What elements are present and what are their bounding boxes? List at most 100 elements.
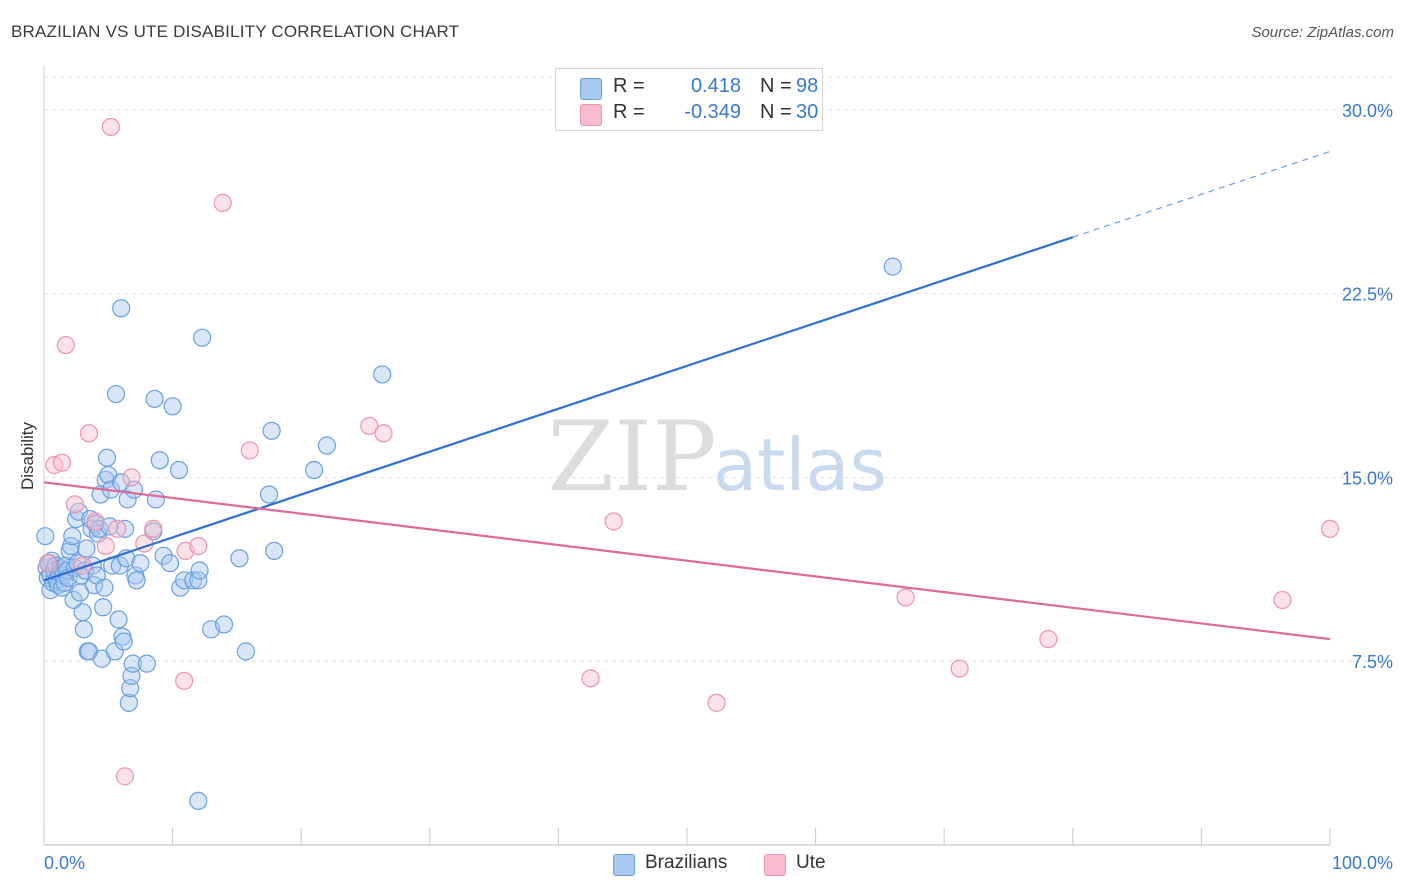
brazilian-point (67, 509, 86, 529)
r-value: 0.418 (690, 75, 741, 97)
axis-labels: 7.5% 15.0% 22.5% 30.0% 0.0% 100.0% Disability (18, 101, 1393, 873)
brazilian-point (110, 556, 129, 575)
brazilian-point (95, 578, 114, 597)
brazilian-point (373, 365, 392, 384)
brazilian-point (262, 421, 281, 440)
brazilian-point (184, 571, 203, 590)
ute-point (52, 453, 72, 472)
ute-point (707, 693, 726, 712)
brazilian-point (190, 561, 209, 580)
brazilian-point (118, 490, 137, 509)
brazilian-point (304, 460, 324, 480)
y-tick-label: 7.5% (1352, 652, 1393, 672)
ute-point (1273, 590, 1292, 610)
brazilian-point (96, 470, 115, 489)
brazilian-point (146, 490, 165, 509)
n-label: N = (760, 75, 792, 97)
brazilian-point (77, 539, 96, 558)
brazilian-point (163, 397, 182, 416)
brazilian-point (112, 299, 131, 318)
stats-legend: R = 0.418 N = 98 R = -0.349 N = 30 (555, 68, 823, 131)
brazilian-point (189, 571, 208, 590)
legend-label: Brazilians (645, 852, 728, 873)
watermark: ZIP atlas (547, 401, 887, 513)
ute-swatch (764, 854, 786, 876)
ute-point (1320, 519, 1340, 538)
ute-point (175, 671, 194, 690)
r-value: -0.349 (684, 101, 741, 123)
brazilian-point (73, 603, 92, 622)
brazilian-point (131, 554, 150, 573)
ute-point (144, 519, 163, 538)
ute-swatch (580, 104, 602, 126)
chart-title: BRAZILIAN VS UTE DISABILITY CORRELATION … (11, 22, 460, 41)
y-tick-label: 15.0% (1342, 468, 1393, 488)
brazilian-point (137, 654, 156, 673)
watermark-zip: ZIP (547, 401, 716, 513)
brazilian-point (63, 527, 82, 546)
ute-point (79, 424, 99, 443)
ute-trend-line (43, 481, 1331, 641)
ute-point (189, 536, 208, 556)
brazilian-point (127, 571, 146, 590)
brazilian-point (74, 620, 93, 639)
ute-point (38, 554, 57, 573)
ute-point (240, 441, 259, 460)
y-axis-title: Disability (18, 421, 37, 490)
brazilian-point (236, 642, 256, 661)
ute-point (115, 767, 135, 786)
brazilian-point (169, 460, 189, 480)
r-label: R = (613, 101, 645, 123)
source-attribution: Source: ZipAtlas.com (1251, 24, 1394, 41)
brazilian-point (109, 610, 128, 629)
y-tick-label: 30.0% (1342, 101, 1393, 121)
brazilian-point (883, 257, 902, 276)
brazilian-point (160, 554, 180, 573)
brazilian-point (145, 389, 164, 409)
brazilian-point (61, 536, 81, 556)
brazilian-point (106, 384, 126, 404)
brazilian-point (189, 791, 208, 810)
brazilian-point (97, 448, 117, 467)
brazilians-swatch (613, 854, 635, 876)
brazilians-trend-line (43, 236, 1074, 582)
trend-lines (43, 150, 1331, 641)
x-tick-label: 100.0% (1332, 853, 1393, 873)
watermark-atlas: atlas (713, 423, 887, 507)
brazilian-point (83, 556, 102, 575)
ute-point (213, 193, 232, 212)
ute-point (896, 588, 915, 607)
brazilians-swatch (580, 78, 602, 100)
brazilian-point (119, 693, 138, 712)
n-value: 98 (796, 75, 819, 97)
r-label: R = (613, 75, 645, 97)
y-tick-label: 22.5% (1342, 285, 1393, 305)
ute-point (581, 669, 600, 688)
x-tick-label: 0.0% (44, 853, 85, 873)
ute-point (1039, 630, 1058, 649)
brazilian-point (36, 527, 55, 546)
ute-point (101, 117, 120, 137)
brazilian-point (259, 485, 279, 504)
brazilian-point (193, 328, 212, 347)
ute-point (374, 424, 393, 443)
ute-point (86, 512, 105, 531)
brazilian-point (150, 451, 169, 470)
grid-lines (44, 76, 1392, 662)
legend-label: Ute (796, 852, 826, 873)
brazilian-point (123, 654, 142, 673)
ute-point (950, 659, 969, 678)
brazilian-point (214, 615, 234, 634)
brazilian-point (230, 549, 249, 568)
n-value: 30 (796, 101, 819, 123)
brazilian-point (64, 590, 83, 610)
ute-point (360, 416, 379, 436)
brazilian-point (154, 546, 173, 565)
ute-point (96, 536, 115, 556)
brazilian-point (265, 541, 284, 561)
brazilian-point (94, 598, 113, 617)
ute-point (108, 519, 127, 538)
ute-point (122, 468, 141, 487)
brazilian-point (114, 632, 133, 651)
